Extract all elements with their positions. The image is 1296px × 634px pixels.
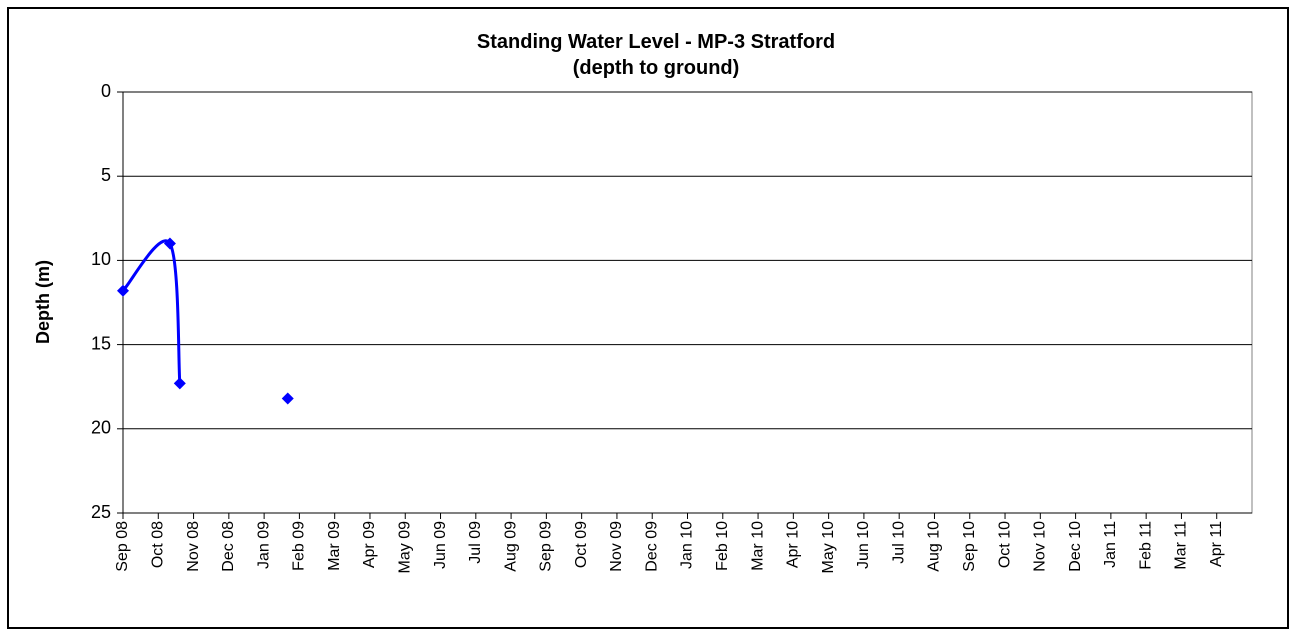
x-tick-label: Jan 09 <box>255 521 272 569</box>
chart-subtitle: (depth to ground) <box>573 57 740 79</box>
y-tick-label: 10 <box>91 249 111 269</box>
x-tick-label: Mar 11 <box>1173 521 1190 570</box>
x-tick-label: Jul 10 <box>890 521 907 564</box>
marker <box>281 392 294 405</box>
x-tick-label: Nov 08 <box>185 521 202 572</box>
x-tick-label: May 09 <box>396 521 413 574</box>
y-tick-label: 20 <box>91 418 111 438</box>
y-tick-label: 25 <box>91 502 111 522</box>
x-tick-label: May 10 <box>820 521 837 574</box>
x-tick-label: Nov 10 <box>1032 521 1049 572</box>
marker <box>117 284 129 297</box>
x-tick-label: Feb 10 <box>714 521 731 571</box>
chart-title: Standing Water Level - MP-3 Stratford <box>477 31 835 53</box>
x-tick-label: Mar 10 <box>749 521 766 571</box>
y-axis-label: Depth (m) <box>33 260 53 344</box>
x-tick-label: Jul 09 <box>467 521 484 564</box>
marker <box>163 237 176 250</box>
x-tick-label: Feb 11 <box>1137 521 1154 570</box>
x-tick-label: Apr 10 <box>785 521 802 568</box>
x-tick-label: Dec 10 <box>1067 521 1084 572</box>
y-tick-label: 0 <box>101 81 111 101</box>
x-tick-label: Mar 09 <box>326 521 343 571</box>
x-tick-label: Dec 09 <box>643 521 660 572</box>
x-tick-label: Jun 09 <box>432 521 449 569</box>
y-tick-label: 15 <box>91 333 111 353</box>
x-tick-label: Nov 09 <box>608 521 625 572</box>
x-tick-label: Aug 10 <box>926 521 943 572</box>
x-tick-label: Oct 08 <box>150 521 167 568</box>
x-tick-label: Oct 10 <box>996 521 1013 568</box>
marker <box>173 377 186 390</box>
y-tick-label: 5 <box>101 165 111 185</box>
x-tick-label: Sep 10 <box>961 521 978 572</box>
x-tick-label: Sep 08 <box>114 521 131 572</box>
x-tick-label: Oct 09 <box>573 521 590 568</box>
x-tick-label: Sep 09 <box>538 521 555 572</box>
x-tick-label: Aug 09 <box>502 521 519 572</box>
x-tick-label: Jan 10 <box>679 521 696 569</box>
x-tick-label: Feb 09 <box>291 521 308 571</box>
x-tick-label: Jan 11 <box>1102 521 1119 568</box>
x-tick-label: Apr 09 <box>361 521 378 568</box>
x-tick-label: Apr 11 <box>1208 521 1225 567</box>
plot-area <box>122 91 1253 514</box>
x-tick-label: Dec 08 <box>220 521 237 572</box>
x-tick-label: Jun 10 <box>855 521 872 569</box>
